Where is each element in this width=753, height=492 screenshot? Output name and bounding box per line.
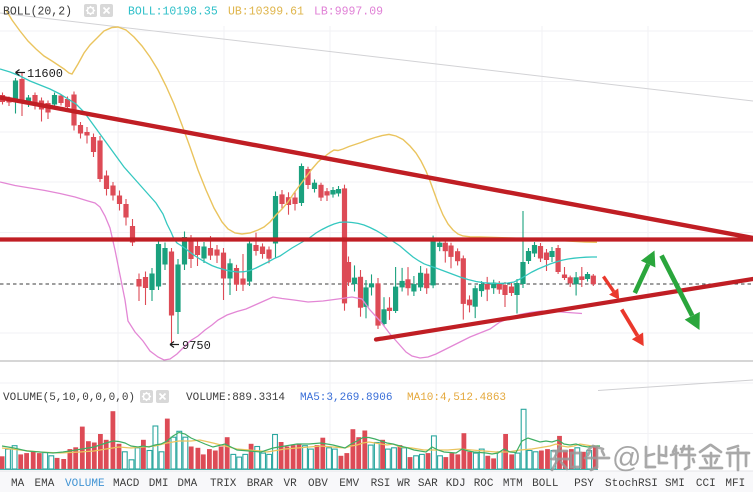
- svg-text:CCI: CCI: [696, 478, 716, 490]
- svg-text:11600: 11600: [27, 67, 63, 81]
- svg-text:MA10:4,512.4863: MA10:4,512.4863: [407, 392, 506, 404]
- svg-text:TRIX: TRIX: [210, 478, 237, 490]
- svg-text:MA: MA: [11, 478, 25, 490]
- svg-text:EMA: EMA: [35, 478, 55, 490]
- svg-text:KDJ: KDJ: [446, 478, 466, 490]
- svg-text:@: @: [612, 442, 641, 474]
- svg-text:SAR: SAR: [418, 478, 438, 490]
- svg-text:SMI: SMI: [665, 478, 685, 490]
- svg-text:StochRSI: StochRSI: [605, 478, 658, 490]
- svg-text:OBV: OBV: [308, 478, 328, 490]
- svg-text:MACD: MACD: [113, 478, 140, 490]
- svg-text:BOLL:10198.35: BOLL:10198.35: [128, 6, 218, 19]
- svg-text:UB:10399.61: UB:10399.61: [228, 6, 304, 19]
- svg-text:MFI: MFI: [725, 478, 745, 490]
- svg-text:WR: WR: [397, 478, 411, 490]
- svg-text:LB:9997.09: LB:9997.09: [314, 6, 383, 19]
- svg-text:VOLUME: VOLUME: [65, 478, 105, 490]
- svg-text:ROC: ROC: [474, 478, 494, 490]
- svg-text:BOLL(20,2): BOLL(20,2): [3, 6, 72, 19]
- svg-text:BRAR: BRAR: [247, 478, 274, 490]
- svg-text:MA5:3,269.8906: MA5:3,269.8906: [300, 392, 392, 404]
- svg-text:DMI: DMI: [149, 478, 169, 490]
- svg-text:VOLUME:889.3314: VOLUME:889.3314: [186, 392, 285, 404]
- svg-text:RSI: RSI: [371, 478, 391, 490]
- svg-text:EMV: EMV: [339, 478, 359, 490]
- svg-text:MTM: MTM: [503, 478, 523, 490]
- svg-text:PSY: PSY: [574, 478, 594, 490]
- svg-text:VOLUME(5,10,0,0,0,0): VOLUME(5,10,0,0,0,0): [3, 392, 135, 404]
- svg-text:9750: 9750: [182, 339, 211, 353]
- svg-text:VR: VR: [284, 478, 298, 490]
- svg-text:DMA: DMA: [177, 478, 197, 490]
- svg-text:BOLL: BOLL: [532, 478, 558, 490]
